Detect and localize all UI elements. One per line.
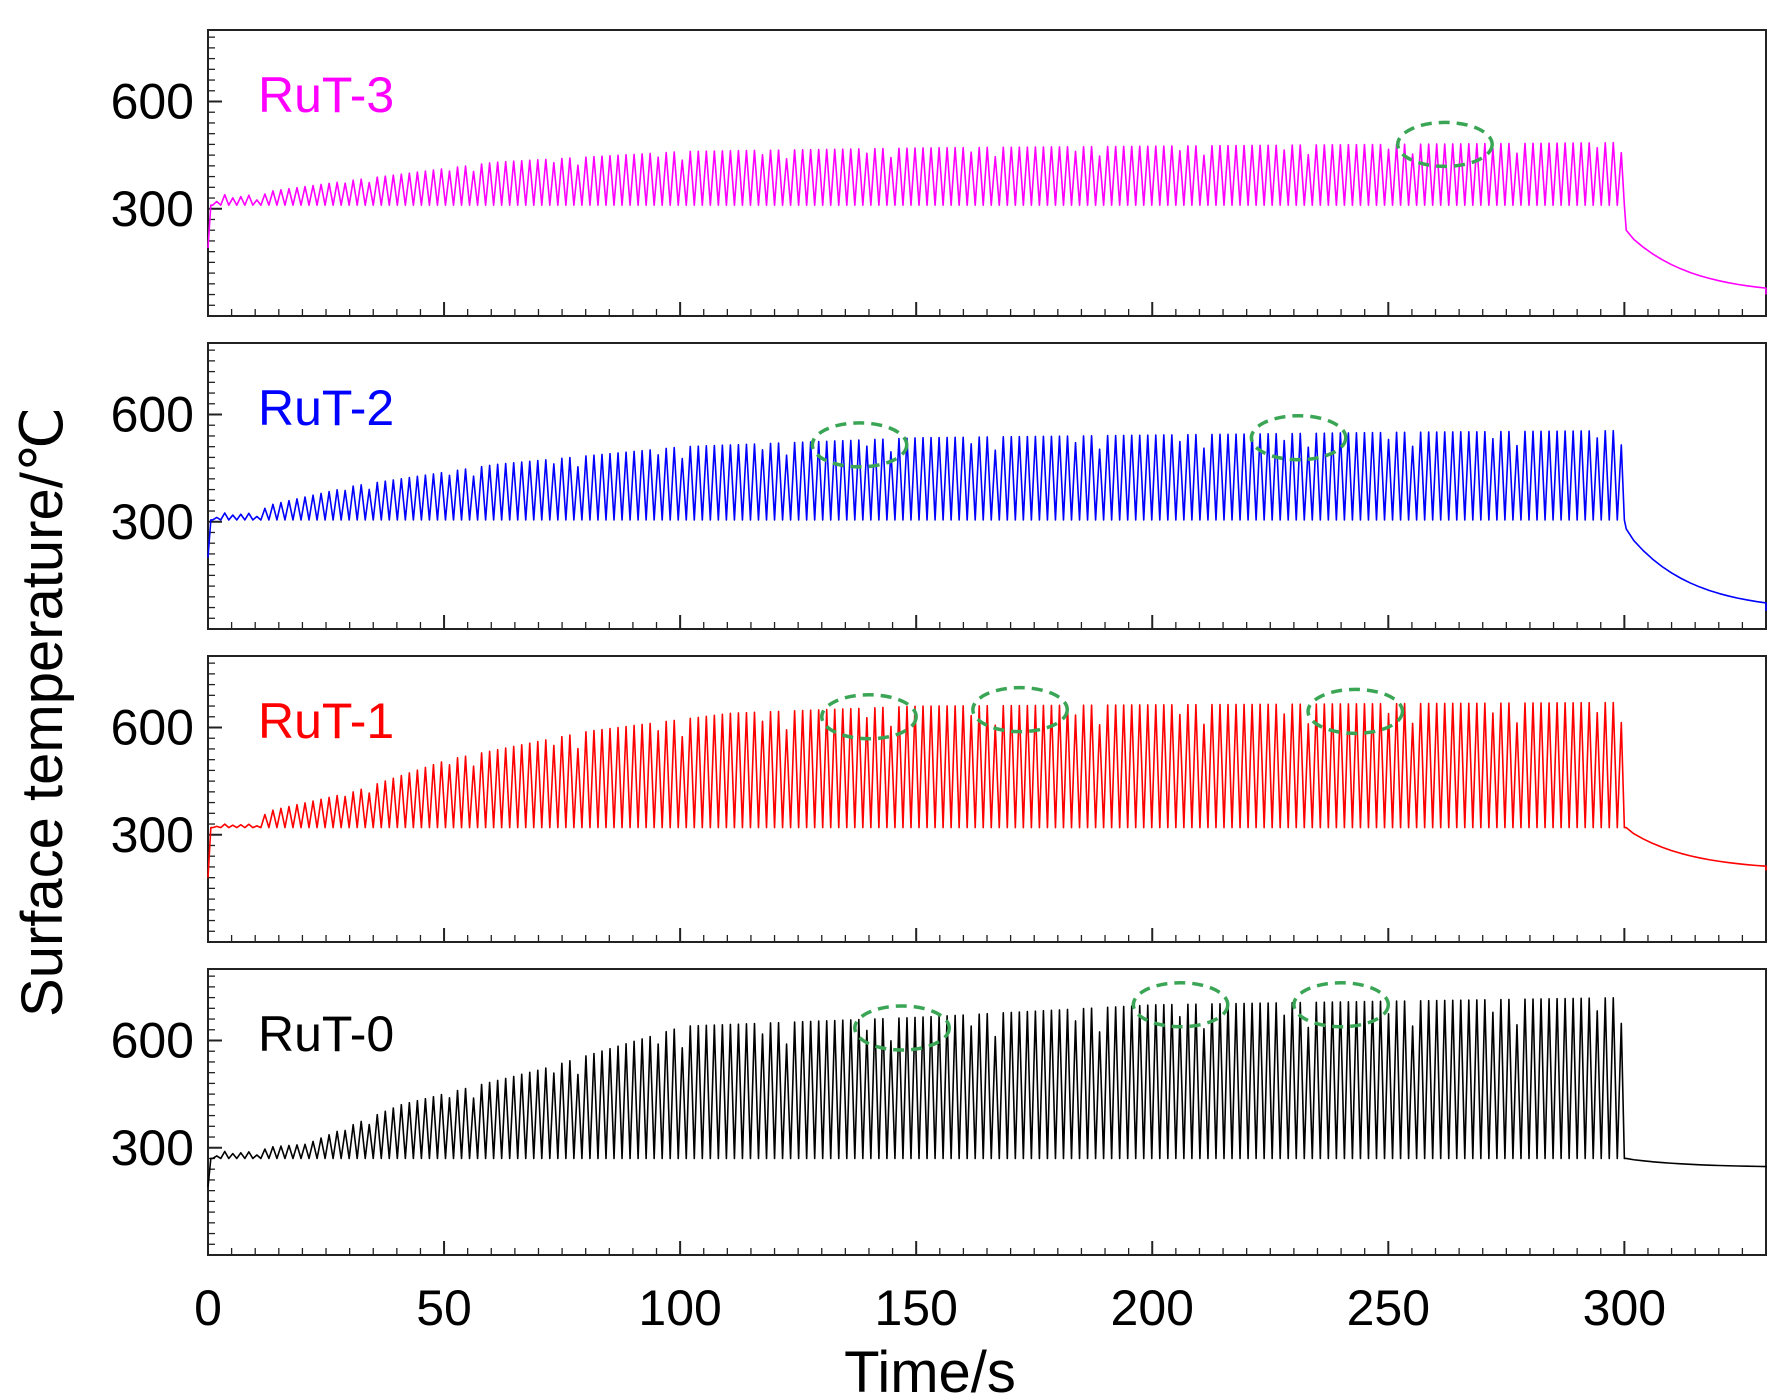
y-tick-label: 300	[111, 1120, 194, 1176]
series-label: RuT-3	[258, 67, 394, 123]
panel-frame	[207, 342, 1767, 630]
highlight-ellipse	[820, 693, 918, 741]
highlight-ellipse	[1292, 981, 1391, 1029]
series-label: RuT-1	[258, 693, 394, 749]
x-tick-label: 0	[194, 1280, 222, 1336]
series-label: RuT-0	[258, 1006, 394, 1062]
y-tick-label: 300	[111, 807, 194, 863]
y-tick-label: 600	[111, 700, 194, 756]
chart-panels: 300 600 RuT-3 300 600 RuT-2 300 600 RuT-1 300 600 R…	[111, 29, 1767, 1256]
x-tick-label: 200	[1111, 1280, 1194, 1336]
x-tick-label: 300	[1583, 1280, 1666, 1336]
series-label: RuT-2	[258, 380, 394, 436]
highlight-ellipse	[1395, 120, 1494, 169]
series-line	[207, 429, 1767, 612]
highlight-ellipse	[853, 1004, 951, 1052]
panel-frame	[207, 655, 1767, 943]
highlight-ellipse	[810, 421, 909, 469]
series-line	[207, 141, 1767, 295]
series-line	[207, 997, 1767, 1188]
y-axis-title: Surface temperature/℃	[10, 407, 75, 1017]
highlight-ellipse	[971, 685, 1070, 734]
x-tick-label: 100	[638, 1280, 721, 1336]
x-axis: 0 50 100 150 200 250 300	[194, 1280, 1666, 1336]
y-tick-label: 300	[111, 181, 194, 237]
x-tick-label: 50	[416, 1280, 472, 1336]
y-tick-label: 300	[111, 494, 194, 550]
x-tick-label: 250	[1347, 1280, 1430, 1336]
x-axis-title: Time/s	[844, 1340, 1016, 1399]
highlight-ellipse	[1131, 981, 1230, 1029]
panel-rut-0: 300 600 RuT-0	[111, 968, 1767, 1256]
series-line	[207, 701, 1767, 878]
highlight-ellipse	[1306, 687, 1405, 736]
x-tick-label: 150	[874, 1280, 957, 1336]
highlight-ellipse	[1249, 413, 1348, 462]
panel-rut-1: 300 600 RuT-1	[111, 655, 1767, 943]
panel-rut-3: 300 600 RuT-3	[111, 29, 1767, 317]
y-tick-label: 600	[111, 387, 194, 443]
y-tick-label: 600	[111, 74, 194, 130]
y-tick-label: 600	[111, 1013, 194, 1069]
panel-rut-2: 300 600 RuT-2	[111, 342, 1767, 630]
